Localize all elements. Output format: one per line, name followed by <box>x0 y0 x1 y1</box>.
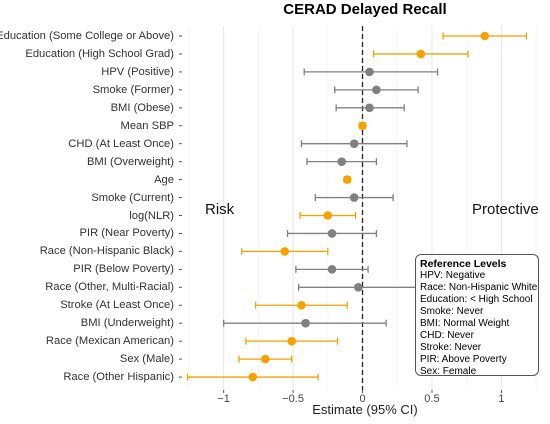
estimate-point <box>372 85 381 95</box>
chart-title: CERAD Delayed Recall <box>283 1 447 18</box>
estimate-point <box>287 336 297 346</box>
estimate-point <box>349 139 359 148</box>
y-tick-label: Smoke (Current) <box>91 191 174 204</box>
estimate-point <box>349 193 359 202</box>
estimate-point <box>354 283 363 292</box>
y-tick-label: Education (High School Grad) <box>25 47 174 60</box>
y-tick-label: Age <box>154 173 174 186</box>
y-tick-label: BMI (Underweight) <box>80 317 174 330</box>
y-tick-label: Stroke (At Least Once) <box>60 299 174 312</box>
estimate-point <box>416 49 426 59</box>
y-tick-label: Education (Some College or Above) <box>0 30 174 42</box>
estimate-point <box>280 247 290 256</box>
x-axis-label: Estimate (95% CI) <box>312 402 418 417</box>
y-tick-label: log(NLR) <box>129 209 174 222</box>
y-tick-label: Smoke (Former) <box>92 83 174 96</box>
reference-levels-legend: Reference Levels HPV: Negative Race: Non-… <box>415 254 539 378</box>
y-tick-label: CHD (At Least Once) <box>68 137 174 150</box>
legend-entry: Stroke: Never <box>420 342 482 353</box>
y-tick-label: PIR (Below Poverty) <box>73 263 174 276</box>
estimate-point <box>261 354 270 364</box>
y-tick-label: Race (Other Hispanic) <box>63 371 174 384</box>
y-tick-label: Mean SBP <box>120 119 174 132</box>
legend-lines: HPV: Negative Race: Non-Hispanic White Edu… <box>420 270 538 378</box>
legend-entry: HPV: Negative <box>420 270 486 281</box>
legend-entry: Race: Non-Hispanic White <box>420 282 538 293</box>
estimate-point <box>358 121 367 131</box>
x-tick-label: −1 <box>217 393 230 405</box>
y-tick-label: BMI (Obese) <box>110 101 174 114</box>
estimate-point <box>248 372 258 382</box>
estimate-point <box>327 229 337 238</box>
legend-entry: BMI: Normal Weight <box>420 318 510 329</box>
x-tick-label: 0.5 <box>424 393 440 405</box>
legend-entry: Sex: Female <box>420 366 477 377</box>
y-tick-label: Race (Non-Hispanic Black) <box>39 245 174 258</box>
protective-label: Protective <box>472 201 539 218</box>
y-tick-label: Race (Mexican American) <box>45 335 174 348</box>
y-tick-label: Sex (Male) <box>119 353 174 366</box>
estimate-point <box>297 300 306 310</box>
y-tick-label: BMI (Overweight) <box>86 155 174 168</box>
risk-label: Risk <box>205 201 235 218</box>
legend-entry: Smoke: Never <box>420 306 484 317</box>
estimate-point <box>365 103 374 113</box>
y-tick-label: PIR (Near Poverty) <box>79 227 175 240</box>
x-tick-label: −0.5 <box>282 393 304 405</box>
legend-entry: CHD: Never <box>420 330 474 341</box>
estimate-point <box>327 265 337 274</box>
legend-title: Reference Levels <box>420 258 507 270</box>
x-tick-label: 0 <box>359 393 366 405</box>
legend-entry: Education: < High School <box>420 294 533 305</box>
y-tick-label: Race (Other, Multi-Racial) <box>45 281 174 294</box>
estimate-point <box>365 67 374 77</box>
estimate-point <box>480 31 490 41</box>
estimate-point <box>342 175 352 184</box>
legend-entry: PIR: Above Poverty <box>420 354 507 365</box>
y-tick-label: HPV (Positive) <box>101 65 174 78</box>
estimate-point <box>323 211 333 220</box>
estimate-point <box>301 318 310 328</box>
x-tick-label: 1 <box>498 393 505 405</box>
estimate-point <box>337 157 346 166</box>
